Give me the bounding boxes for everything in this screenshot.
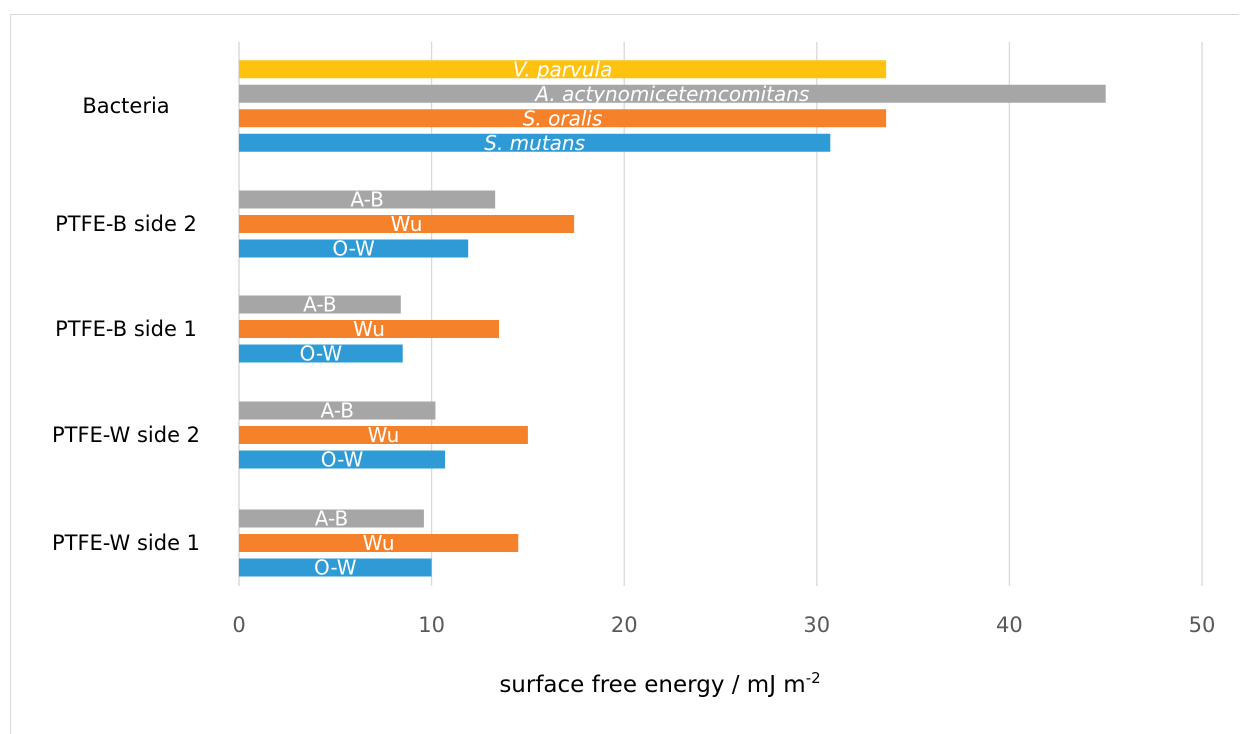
- x-tick-label: 30: [803, 613, 830, 637]
- bar: [239, 133, 831, 152]
- bar: [239, 215, 575, 233]
- chart-frame: [10, 14, 1239, 734]
- x-axis-title-superscript: -2: [806, 669, 821, 687]
- x-tick-label: 50: [1189, 613, 1216, 637]
- bar-label: A-B: [320, 399, 353, 423]
- bar: [239, 344, 403, 363]
- bar: [239, 534, 519, 552]
- x-tick-label: 10: [418, 613, 445, 637]
- bar-label: S. mutans: [484, 131, 585, 155]
- bar: [239, 509, 424, 528]
- bar-label: Wu: [363, 531, 395, 555]
- x-tick-label: 20: [611, 613, 638, 637]
- bar: [239, 84, 1106, 103]
- gridlines: [238, 42, 1203, 586]
- bar: [239, 558, 432, 577]
- bar-label: A-B: [315, 507, 348, 531]
- x-tick-labels: 0 10 20 30 40 50: [232, 613, 1215, 637]
- bar-label: O-W: [300, 342, 343, 366]
- bar: [239, 60, 887, 79]
- x-tick-label: 0: [232, 613, 245, 637]
- bar-label: O-W: [332, 237, 375, 261]
- bar-label: V. parvula: [513, 57, 613, 81]
- category-label: PTFE-B side 2: [55, 212, 197, 236]
- bar: [239, 239, 469, 258]
- bar-label: Wu: [353, 317, 385, 341]
- category-label: Bacteria: [82, 94, 169, 118]
- bar: [239, 320, 500, 338]
- bar: [239, 450, 446, 469]
- bar: [239, 295, 401, 314]
- x-axis-title: surface free energy / mJ m-2: [499, 669, 820, 698]
- bar-label: S. oralis: [523, 106, 603, 130]
- bar-label: O-W: [314, 556, 357, 580]
- bar: [239, 401, 436, 420]
- category-labels: Bacteria PTFE-B side 2 PTFE-B side 1 PTFE-W…: [52, 94, 200, 555]
- category-label: PTFE-W side 2: [52, 423, 200, 447]
- bar: [239, 109, 887, 128]
- bar-label: O-W: [321, 448, 364, 472]
- bar-label: Wu: [368, 423, 400, 447]
- bar-label: A-B: [350, 188, 383, 212]
- x-tick-label: 40: [996, 613, 1023, 637]
- bar: [239, 190, 496, 209]
- x-axis-title-text: surface free energy / mJ m: [499, 672, 805, 698]
- category-label: PTFE-W side 1: [52, 531, 200, 555]
- bar: [239, 426, 528, 444]
- bar-label: A. actynomicetemcomitans: [533, 82, 809, 106]
- bar-label: Wu: [391, 212, 423, 236]
- bar-label: A-B: [303, 293, 336, 317]
- category-label: PTFE-B side 1: [55, 317, 197, 341]
